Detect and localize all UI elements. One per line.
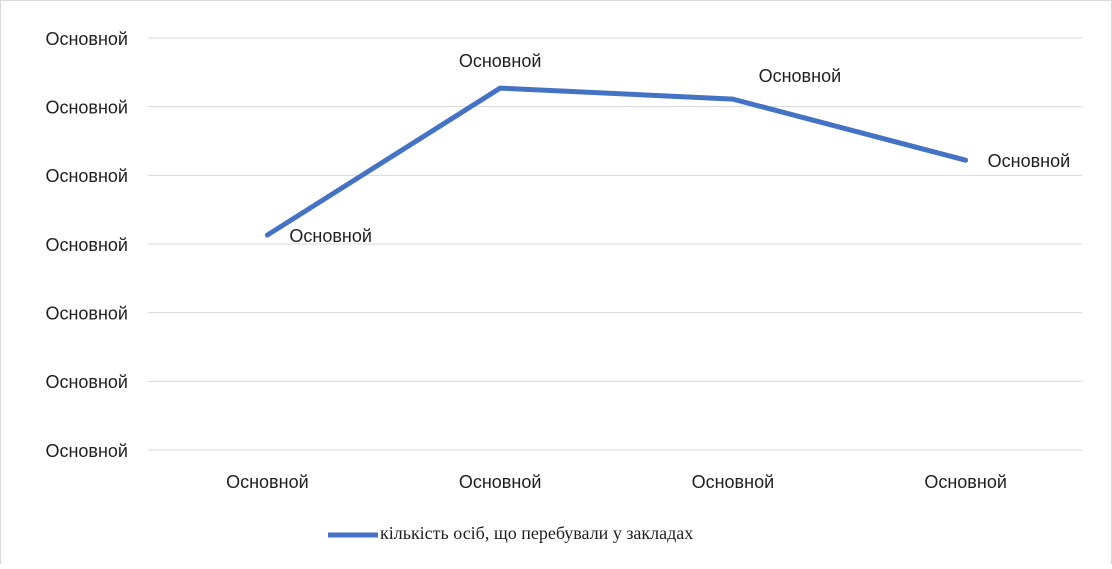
x-tick-label: Основной [924,472,1007,492]
y-tick-label: Основной [45,235,128,255]
y-tick-label: Основной [45,97,128,117]
y-tick-label: Основной [45,166,128,186]
y-tick-label: Основной [45,372,128,392]
x-tick-label: Основной [459,472,542,492]
legend-label: кількість осіб, що перебували у закладах [380,523,693,543]
data-label: Основной [759,66,842,86]
y-tick-label: Основной [45,441,128,461]
data-label: Основной [289,226,372,246]
data-label: Основной [459,51,542,71]
data-label: Основной [988,151,1071,171]
y-tick-label: Основной [45,303,128,323]
y-tick-label: Основной [45,29,128,49]
x-tick-label: Основной [226,472,309,492]
x-tick-label: Основной [692,472,775,492]
line-series [264,85,969,238]
